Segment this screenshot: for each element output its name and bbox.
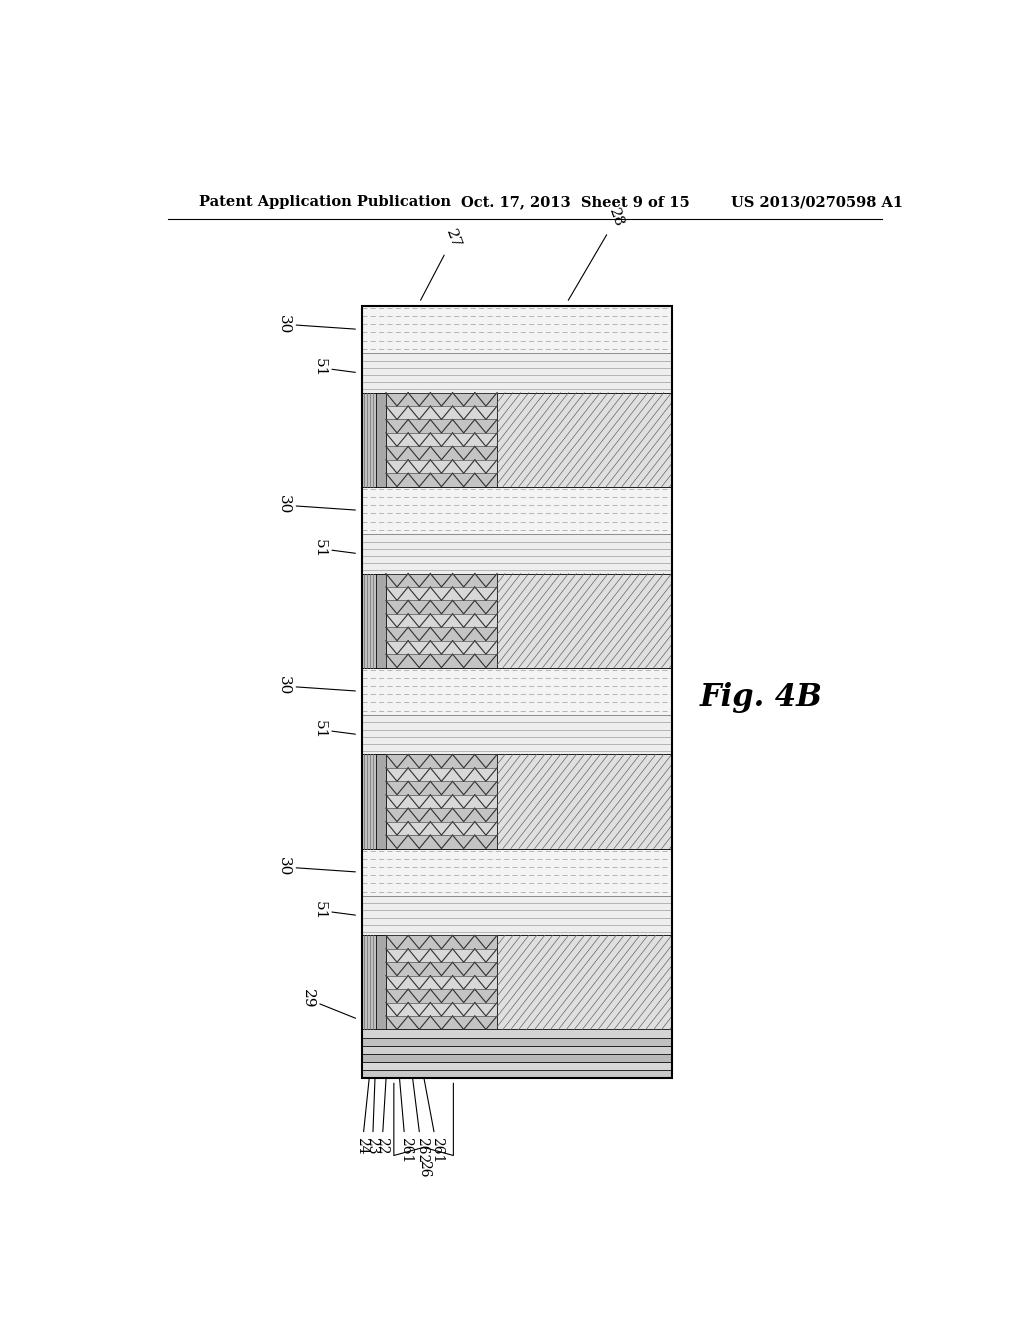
- Text: 23: 23: [366, 1078, 380, 1155]
- Bar: [386, 392, 497, 407]
- Text: 30: 30: [276, 857, 355, 876]
- Text: 261: 261: [424, 1078, 444, 1163]
- Text: Patent Application Publication: Patent Application Publication: [200, 195, 452, 209]
- Text: 262: 262: [413, 1078, 429, 1163]
- Bar: [362, 392, 377, 487]
- Bar: [386, 989, 497, 1003]
- Text: US 2013/0270598 A1: US 2013/0270598 A1: [731, 195, 903, 209]
- Bar: [386, 392, 497, 487]
- Text: 51: 51: [312, 900, 355, 920]
- Text: 51: 51: [312, 539, 355, 558]
- Bar: [386, 474, 497, 487]
- Bar: [362, 1038, 672, 1045]
- Bar: [386, 781, 497, 795]
- Bar: [362, 1045, 672, 1053]
- Bar: [497, 936, 672, 1030]
- Bar: [386, 446, 497, 459]
- Bar: [497, 755, 672, 849]
- Bar: [386, 936, 497, 949]
- Bar: [362, 306, 672, 1078]
- Bar: [386, 962, 497, 975]
- Text: 30: 30: [276, 314, 355, 334]
- Bar: [362, 1053, 672, 1063]
- Bar: [362, 1071, 672, 1078]
- Bar: [377, 573, 386, 668]
- Bar: [377, 936, 386, 1030]
- Text: 28: 28: [568, 206, 627, 301]
- Bar: [386, 755, 497, 849]
- Text: Oct. 17, 2013  Sheet 9 of 15: Oct. 17, 2013 Sheet 9 of 15: [461, 195, 690, 209]
- Text: 261: 261: [398, 1078, 413, 1163]
- Text: 51: 51: [312, 719, 355, 739]
- Bar: [386, 836, 497, 849]
- Bar: [377, 392, 386, 487]
- Bar: [386, 755, 497, 768]
- Bar: [362, 849, 672, 895]
- Bar: [386, 627, 497, 640]
- Text: 30: 30: [276, 495, 355, 515]
- Bar: [377, 755, 386, 849]
- Text: 26: 26: [417, 1159, 431, 1177]
- Bar: [362, 936, 377, 1030]
- Text: Fig. 4B: Fig. 4B: [699, 681, 822, 713]
- Bar: [497, 573, 672, 668]
- Text: 51: 51: [312, 358, 355, 378]
- Bar: [362, 573, 377, 668]
- Text: 24: 24: [355, 1078, 370, 1155]
- Bar: [386, 808, 497, 821]
- Bar: [386, 420, 497, 433]
- Bar: [362, 755, 377, 849]
- Bar: [362, 352, 672, 392]
- Bar: [362, 533, 672, 573]
- Bar: [386, 1016, 497, 1030]
- Text: 30: 30: [276, 676, 355, 696]
- Bar: [386, 655, 497, 668]
- Text: 29: 29: [300, 989, 355, 1018]
- Bar: [362, 1030, 672, 1038]
- Bar: [362, 487, 672, 533]
- Bar: [386, 573, 497, 668]
- Bar: [497, 392, 672, 487]
- Text: 27: 27: [421, 227, 463, 300]
- Bar: [362, 895, 672, 936]
- Text: 22: 22: [375, 1078, 389, 1155]
- Bar: [362, 668, 672, 714]
- Bar: [362, 1063, 672, 1071]
- Bar: [362, 714, 672, 755]
- Bar: [386, 601, 497, 614]
- Bar: [386, 573, 497, 587]
- Bar: [362, 306, 672, 352]
- Bar: [386, 936, 497, 1030]
